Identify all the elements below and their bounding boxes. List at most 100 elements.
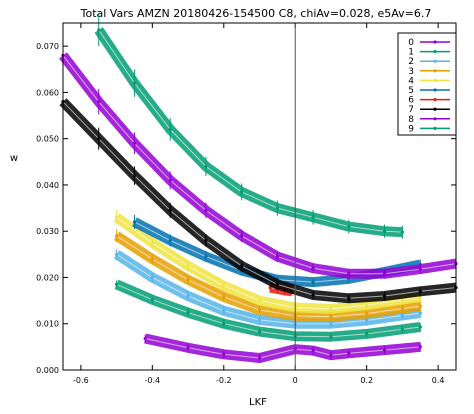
series-1 (114, 279, 422, 342)
data-point (329, 335, 333, 339)
data-point (400, 306, 405, 311)
data-point (257, 308, 262, 312)
series-line (145, 338, 421, 359)
data-point (204, 238, 208, 243)
data-point (168, 238, 172, 243)
x-tick-label: 0.4 (432, 376, 445, 385)
data-point (382, 348, 387, 352)
chart-title: Total Vars AMZN 20180426-154500 C8, chiA… (80, 7, 432, 20)
data-point (365, 332, 369, 336)
y-tick-label: 0.000 (36, 366, 59, 375)
data-point (150, 298, 154, 302)
data-point (418, 304, 422, 308)
data-point (418, 267, 422, 271)
legend-label: 6 (408, 96, 414, 106)
series-layer (59, 13, 458, 363)
data-point (150, 275, 154, 280)
data-point (329, 307, 333, 311)
data-point (204, 208, 208, 212)
y-tick-label: 0.040 (36, 181, 59, 190)
data-point (365, 318, 369, 323)
data-point (347, 272, 351, 276)
series-line (116, 253, 421, 325)
data-point (240, 190, 244, 194)
data-point (222, 309, 226, 313)
data-point (365, 311, 369, 316)
legend-label: 2 (408, 57, 414, 67)
data-point (382, 294, 387, 298)
series-0 (143, 333, 422, 363)
data-point (143, 336, 147, 341)
data-point (400, 298, 405, 302)
legend-label: 1 (408, 48, 414, 58)
data-point (275, 255, 279, 259)
series-line (98, 29, 403, 233)
legend-label: 4 (408, 76, 414, 86)
data-point (204, 255, 208, 259)
data-point (97, 100, 101, 104)
data-point (150, 241, 154, 245)
x-tick-label: 0 (293, 376, 298, 385)
data-point (275, 282, 279, 287)
data-point (418, 345, 422, 349)
series-line (116, 216, 421, 310)
data-point (204, 164, 208, 169)
data-point (222, 295, 226, 299)
data-point (114, 215, 119, 219)
data-point (311, 280, 315, 284)
data-point (114, 252, 119, 256)
data-point (257, 299, 262, 303)
data-point (347, 224, 351, 229)
data-point (257, 318, 262, 322)
data-point (268, 286, 272, 290)
legend-label: 3 (408, 67, 414, 77)
x-tick-label: 0.2 (360, 376, 373, 385)
legend-marker (433, 126, 437, 130)
legend-label: 7 (408, 105, 414, 115)
data-point (400, 313, 405, 318)
legend-marker (433, 40, 437, 44)
data-point (240, 264, 244, 268)
data-point (257, 329, 262, 334)
data-point (418, 289, 422, 293)
data-point (347, 351, 351, 355)
data-point (222, 284, 226, 288)
y-tick-label: 0.050 (36, 135, 59, 144)
data-point (311, 348, 315, 353)
data-point (275, 206, 279, 210)
x-tick-label: -0.4 (145, 376, 161, 385)
data-point (311, 215, 315, 219)
plot-frame (62, 22, 457, 371)
legend-label: 0 (408, 38, 414, 48)
data-point (382, 229, 387, 233)
data-point (329, 315, 333, 319)
series-line (62, 55, 457, 275)
y-tick-label: 0.010 (36, 320, 59, 329)
series-9 (94, 13, 405, 239)
data-point (365, 303, 369, 307)
legend-label: 5 (408, 86, 414, 96)
legend-box (397, 32, 457, 136)
data-point (132, 81, 137, 85)
data-point (186, 264, 190, 268)
y-tick-label: 0.060 (36, 88, 59, 97)
data-point (329, 322, 333, 326)
data-point (150, 257, 154, 261)
legend-label: 8 (408, 115, 414, 125)
legend-label: 9 (408, 124, 414, 134)
y-tick-label: 0.030 (36, 227, 59, 236)
data-point (257, 356, 262, 360)
x-tick-label: -0.2 (216, 376, 232, 385)
series-3 (113, 229, 422, 322)
data-point (97, 28, 101, 32)
legend-marker (433, 59, 437, 63)
legend-marker (433, 78, 437, 82)
y-tick-label: 0.070 (36, 42, 59, 51)
data-point (114, 282, 119, 287)
series-4 (113, 210, 422, 314)
data-point (186, 346, 190, 350)
legend-marker (433, 50, 437, 54)
legend-marker (433, 88, 437, 92)
